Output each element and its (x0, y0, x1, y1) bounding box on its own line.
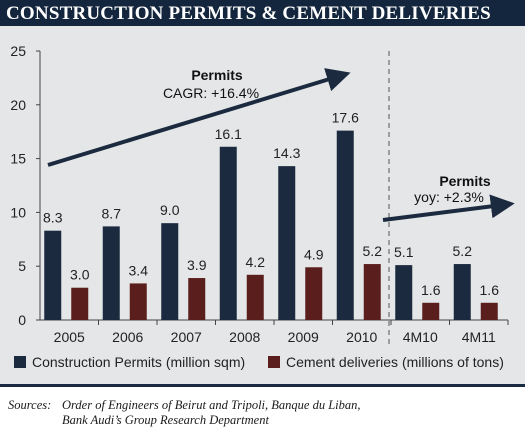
data-label: 9.0 (160, 202, 180, 218)
sources-label: Sources: (8, 398, 52, 412)
data-label: 8.7 (102, 205, 122, 221)
sources-line-2: Bank Audi’s Group Research Department (62, 413, 269, 427)
bar-cement (363, 264, 381, 320)
bar-permits (219, 146, 237, 320)
cagr-annotation-title: Permits (191, 67, 243, 83)
y-tick-label: 15 (10, 151, 26, 167)
y-tick-label: 25 (10, 43, 26, 59)
bar-permits (161, 223, 179, 320)
cagr-arrow (47, 68, 351, 167)
x-tick-label: 2005 (54, 329, 85, 345)
legend-label-permits: Construction Permits (million sqm) (32, 354, 245, 370)
bar-permits (395, 265, 413, 320)
bar-cement (422, 302, 440, 320)
yoy-annotation-value: yoy: +2.3% (414, 189, 484, 205)
chart-panel (0, 26, 525, 387)
data-label: 3.4 (129, 262, 149, 278)
data-label: 5.1 (394, 244, 414, 260)
bar-chart: 0 5 10 15 20 25 2005 8.3 3.0 2006 8.7 3.4 2007 9.0 3.… (10, 43, 515, 370)
data-label: 3.0 (70, 267, 90, 283)
data-label: 14.3 (273, 145, 300, 161)
data-label: 16.1 (215, 126, 242, 142)
chart-title: CONSTRUCTION PERMITS & CEMENT DELIVERIES (6, 3, 491, 24)
data-label: 17.6 (332, 110, 359, 126)
data-label: 3.9 (187, 257, 207, 273)
bar-cement (305, 267, 323, 320)
sources-note: Sources: Order of Engineers of Beirut and… (8, 398, 361, 428)
data-label: 1.6 (480, 282, 500, 298)
x-tick-label: 2006 (112, 329, 143, 345)
bar-cement (129, 283, 147, 320)
x-tick-label: 4M11 (462, 329, 496, 345)
x-tick-label: 2007 (171, 329, 202, 345)
x-tick-label: 2008 (229, 329, 260, 345)
bar-cement (480, 302, 498, 320)
title-bar: CONSTRUCTION PERMITS & CEMENT DELIVERIES (0, 0, 525, 26)
data-label: 4.2 (246, 254, 266, 270)
x-tick-label: 4M10 (403, 329, 438, 345)
cagr-annotation-value: CAGR: +16.4% (163, 85, 259, 101)
bar-permits (278, 166, 296, 320)
y-tick-label: 0 (18, 312, 26, 328)
y-tick-label: 5 (18, 258, 26, 274)
y-tick-label: 10 (10, 204, 26, 220)
legend-label-cement: Cement deliveries (millions of tons) (286, 354, 504, 370)
bar-cement (246, 274, 264, 320)
y-tick-label: 20 (10, 97, 26, 113)
bar-permits (336, 130, 354, 320)
bar-permits (44, 230, 62, 320)
data-label: 8.3 (43, 210, 63, 226)
yoy-arrow (382, 194, 515, 222)
bar-permits (453, 264, 471, 320)
legend-swatch-permits (14, 356, 26, 368)
bar-cement (71, 287, 89, 320)
bar-permits (102, 226, 120, 320)
data-label: 1.6 (421, 282, 441, 298)
x-tick-label: 2009 (288, 329, 319, 345)
x-tick-label: 2010 (346, 329, 377, 345)
data-label: 5.2 (363, 243, 383, 259)
data-label: 4.9 (304, 246, 324, 262)
sources-line-1: Order of Engineers of Beirut and Tripoli… (62, 398, 361, 412)
bar-cement (188, 278, 206, 320)
legend-swatch-cement (268, 356, 280, 368)
yoy-annotation-title: Permits (439, 173, 491, 189)
data-label: 5.2 (453, 243, 473, 259)
